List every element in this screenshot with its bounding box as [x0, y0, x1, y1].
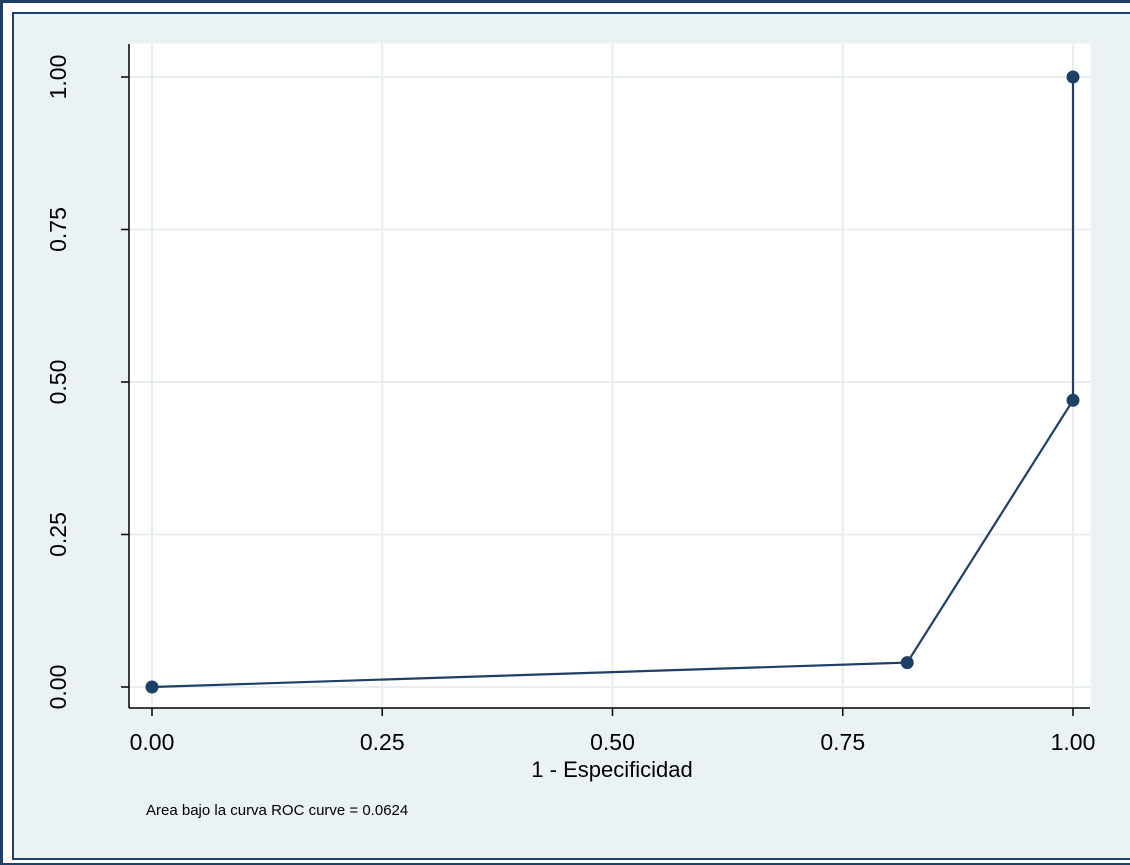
x-tick-label: 0.25 [360, 729, 405, 755]
y-tick-label: 0.50 [45, 360, 71, 405]
x-tick-label: 0.00 [130, 729, 175, 755]
y-tick-label: 1.00 [45, 55, 71, 100]
roc-point [1066, 393, 1080, 407]
x-tick-label: 0.50 [590, 729, 635, 755]
x-tick-label: 1.00 [1051, 729, 1096, 755]
y-tick-label: 0.00 [45, 665, 71, 710]
x-axis-ticks: 0.00 0.25 0.50 0.75 1.00 [130, 708, 1096, 755]
series-group [145, 70, 1080, 694]
plot-area [128, 43, 1091, 709]
roc-point [900, 656, 914, 670]
y-axis-ticks: 0.00 0.25 0.50 0.75 1.00 [45, 55, 129, 710]
x-tick-label: 0.75 [820, 729, 865, 755]
auc-note: Area bajo la curva ROC curve = 0.0624 [146, 802, 408, 819]
x-axis-label: 1 - Especificidad [531, 757, 692, 782]
y-tick-label: 0.75 [45, 207, 71, 252]
roc-point [145, 680, 159, 694]
roc-point [1066, 70, 1080, 84]
y-tick-label: 0.25 [45, 512, 71, 557]
roc-curve-line [151, 77, 1075, 689]
